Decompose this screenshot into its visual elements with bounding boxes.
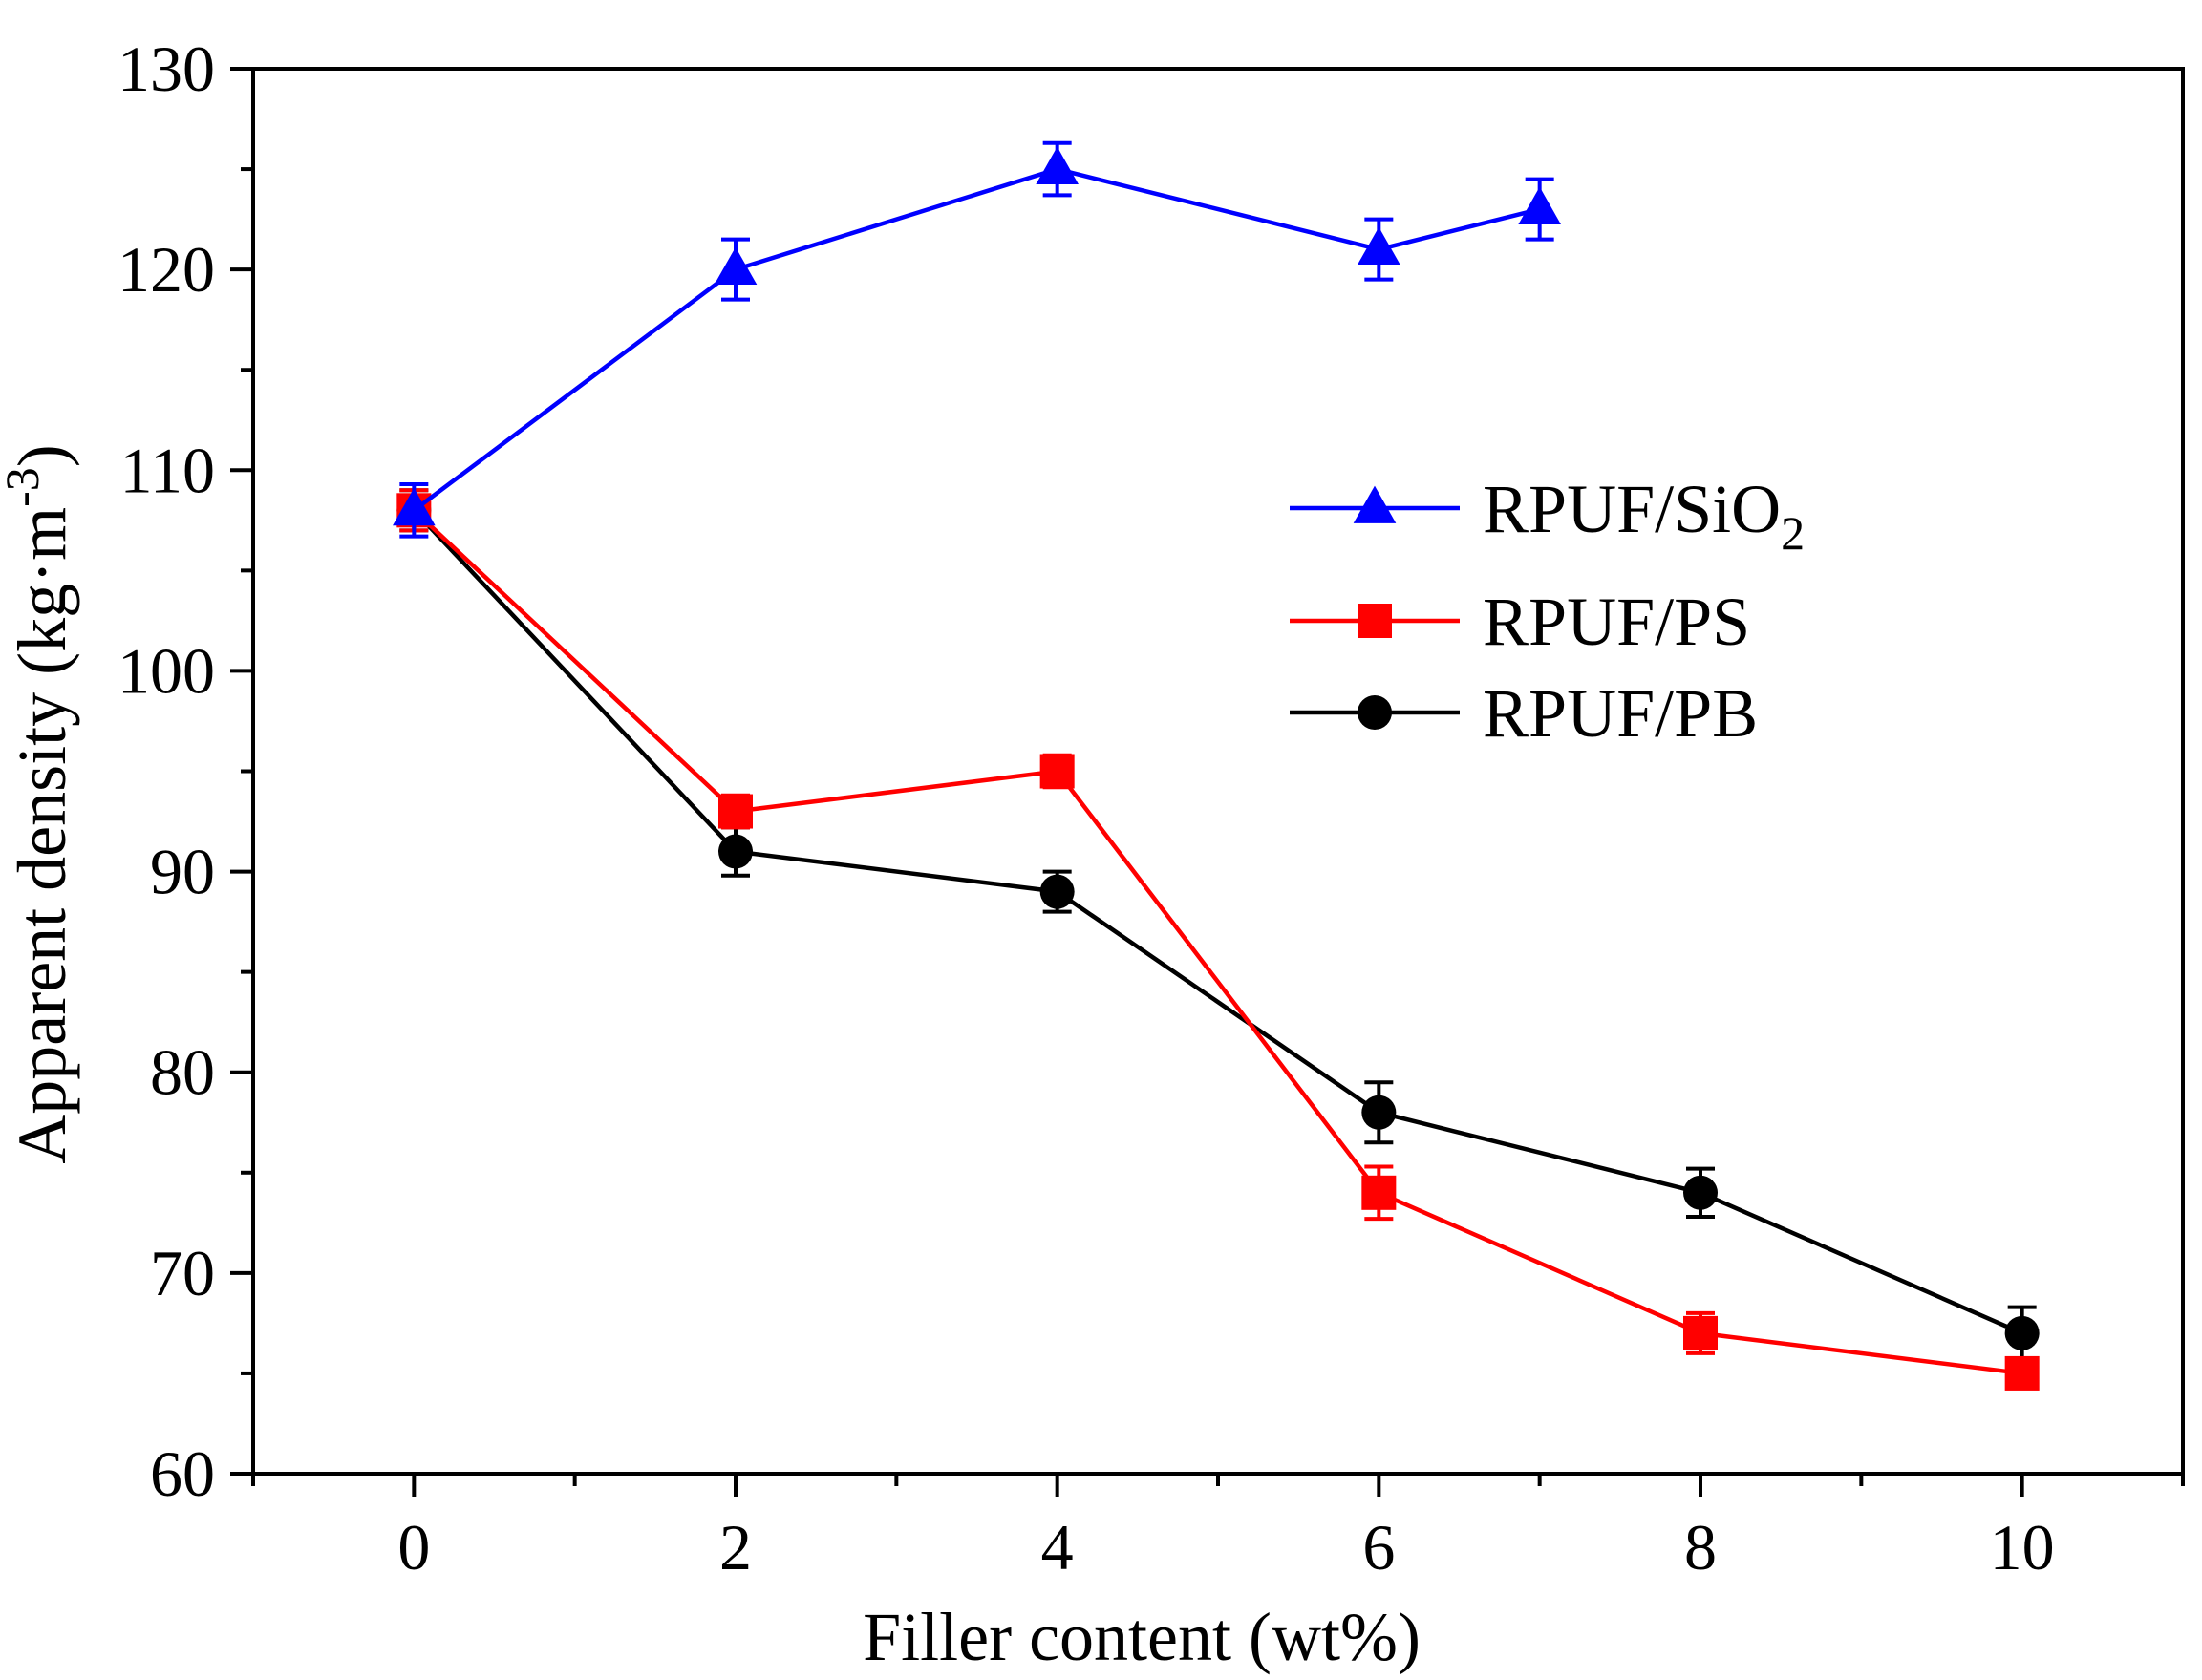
data-point	[1518, 186, 1561, 224]
data-point	[1358, 226, 1400, 266]
x-tick-label: 10	[1990, 1511, 2055, 1584]
y-tick-label: 70	[150, 1237, 215, 1309]
axes-layer: 0 2 4 6 8 10 60 70 80 90 100 110 120 130	[118, 32, 2185, 1584]
y-tick-label: 90	[150, 836, 215, 908]
data-point	[1361, 1175, 1397, 1210]
series-rpuf-pb	[396, 488, 2040, 1362]
data-point	[1036, 146, 1079, 184]
data-point	[1039, 754, 1075, 789]
y-tick-label: 60	[150, 1437, 215, 1510]
y-tick-label: 130	[118, 32, 215, 105]
legend: RPUF/SiO2 RPUF/PS RPUF/PB	[1290, 471, 1805, 752]
x-axis-title: Filler content (wt%)	[863, 1599, 1421, 1675]
x-tick-label: 2	[719, 1511, 752, 1584]
data-point	[1361, 1095, 1397, 1130]
legend-label: RPUF/SiO2	[1483, 471, 1805, 560]
legend-marker	[1358, 604, 1392, 638]
x-tick-label: 0	[397, 1511, 430, 1584]
legend-marker	[1353, 485, 1397, 523]
legend-label: RPUF/PB	[1483, 675, 1758, 752]
data-point	[1683, 1315, 1718, 1350]
legend-label-text: RPUF/PS	[1483, 584, 1750, 660]
legend-item: RPUF/PS	[1290, 584, 1750, 660]
legend-label-subscript: 2	[1781, 506, 1805, 560]
legend-item: RPUF/SiO2	[1290, 471, 1805, 560]
data-point	[1039, 874, 1075, 909]
y-tick-label: 80	[150, 1036, 215, 1109]
y-axis-title-exponent: -3	[0, 467, 49, 507]
series-layer	[393, 140, 2040, 1391]
legend-item: RPUF/PB	[1290, 675, 1758, 752]
y-tick-label: 100	[118, 634, 215, 707]
data-point	[718, 834, 753, 869]
data-point	[2004, 1315, 2040, 1350]
legend-label-text: RPUF/PB	[1483, 675, 1758, 752]
legend-label-text: RPUF/SiO	[1483, 471, 1781, 547]
x-tick-label: 6	[1362, 1511, 1395, 1584]
legend-marker	[1358, 695, 1392, 730]
legend-label: RPUF/PS	[1483, 584, 1750, 660]
series-line	[412, 508, 2023, 1335]
plot-frame	[251, 67, 2185, 1476]
series-rpuf-sio2	[393, 140, 1561, 539]
data-point	[714, 246, 758, 286]
y-axis-title-main: Apparent density (kg·m	[4, 507, 80, 1164]
y-tick-label: 110	[120, 434, 215, 506]
y-tick-label: 120	[118, 233, 215, 306]
data-point	[1683, 1175, 1718, 1210]
series-line	[412, 508, 2022, 1376]
data-point	[393, 487, 436, 526]
data-point	[718, 794, 753, 829]
x-tick-label: 4	[1041, 1511, 1074, 1584]
series-rpuf-ps	[396, 488, 2040, 1391]
x-tick-label: 8	[1684, 1511, 1717, 1584]
data-point	[2004, 1355, 2040, 1391]
y-axis-title: Apparent density (kg·m-3)	[0, 444, 80, 1163]
